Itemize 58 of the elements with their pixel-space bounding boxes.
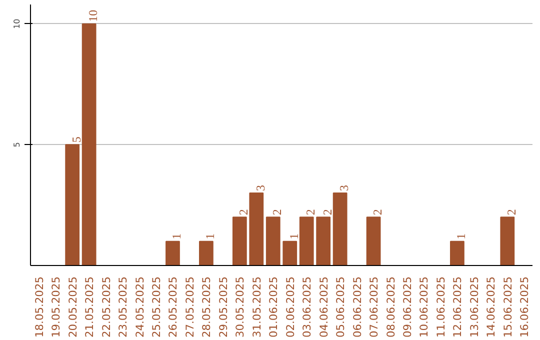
data-label: 1	[203, 233, 218, 240]
x-tick-label: 31.05.2025	[250, 276, 264, 338]
x-tick-label: 21.05.2025	[83, 276, 96, 338]
data-label: 2	[236, 209, 251, 216]
x-tick-label: 05.06.2025	[334, 276, 348, 338]
data-label: 2	[370, 209, 385, 216]
bar	[249, 192, 264, 266]
x-tick-label: 16.06.2025	[518, 276, 532, 338]
x-tick-label: 06.06.2025	[350, 276, 364, 338]
data-label: 2	[320, 209, 334, 216]
bar	[500, 216, 515, 266]
bar	[450, 240, 464, 266]
bar	[282, 240, 298, 266]
x-tick-label: 18.05.2025	[32, 276, 46, 338]
x-tick-label: 08.06.2025	[384, 276, 398, 338]
x-tick-label: 03.06.2025	[300, 276, 314, 338]
bar	[199, 240, 214, 266]
x-tick-label: 23.05.2025	[116, 276, 130, 338]
x-tick-label: 07.06.2025	[368, 276, 381, 338]
data-label: 5	[69, 136, 84, 143]
x-tick-label: 22.05.2025	[100, 276, 113, 338]
x-tick-label: 02.06.2025	[284, 276, 297, 338]
data-label: 2	[504, 209, 518, 216]
x-tick-label: 15.06.2025	[501, 276, 514, 338]
data-label: 1	[286, 233, 301, 240]
x-tick-label: 01.06.2025	[267, 276, 280, 338]
bar	[316, 216, 331, 266]
x-tick-label: 19.05.2025	[50, 276, 63, 338]
x-tick-label: 13.06.2025	[468, 276, 481, 338]
x-tick-label: 28.05.2025	[200, 276, 214, 338]
bar	[332, 192, 348, 266]
x-tick-label: 20.05.2025	[66, 276, 80, 338]
x-tick-label: 12.06.2025	[451, 276, 464, 338]
data-label: 2	[304, 209, 318, 216]
bar	[82, 23, 96, 266]
bar	[166, 240, 180, 266]
bar	[299, 216, 314, 266]
x-tick-label: 09.06.2025	[401, 276, 414, 338]
data-label: 1	[170, 233, 184, 240]
data-label: 1	[454, 233, 468, 240]
data-label: 3	[253, 185, 268, 191]
x-tick-label: 24.05.2025	[133, 276, 146, 338]
data-label: 10	[86, 10, 100, 22]
x-tick-label: 26.05.2025	[166, 276, 180, 338]
bar	[266, 216, 280, 266]
data-label: 3	[337, 185, 352, 191]
bar	[65, 144, 80, 266]
x-tick-label: 27.05.2025	[183, 276, 196, 338]
bar	[366, 216, 381, 266]
data-label: 2	[270, 209, 284, 216]
x-tick-label: 29.05.2025	[216, 276, 230, 338]
x-tick-label: 25.05.2025	[150, 276, 163, 338]
x-tick-label: 30.05.2025	[234, 276, 247, 338]
x-tick-label: 14.06.2025	[484, 276, 498, 338]
x-tick-label: 10.06.2025	[418, 276, 431, 338]
bar	[232, 216, 247, 266]
x-tick-label: 11.06.2025	[434, 276, 448, 338]
x-tick-label: 04.06.2025	[317, 276, 330, 338]
